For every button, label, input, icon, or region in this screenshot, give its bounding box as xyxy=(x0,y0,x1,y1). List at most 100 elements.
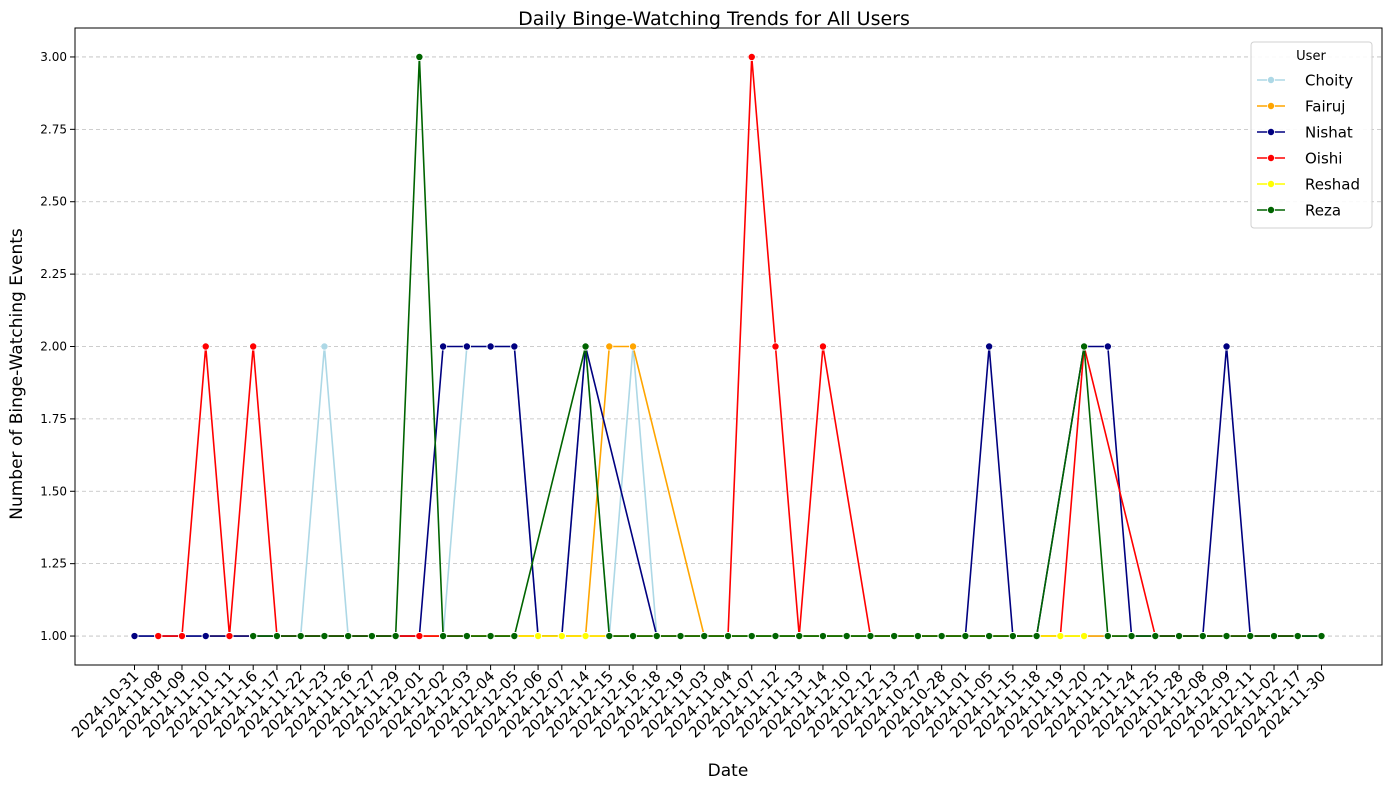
data-point-nishat xyxy=(462,342,471,351)
data-point-reza xyxy=(1032,632,1041,641)
data-point-reshad xyxy=(534,632,543,641)
legend-box xyxy=(1250,41,1373,229)
data-point-oishi xyxy=(225,632,234,641)
data-point-oishi xyxy=(415,632,424,641)
data-point-reza xyxy=(961,632,970,641)
chart-title: Daily Binge-Watching Trends for All User… xyxy=(518,8,910,30)
x-axis-label: Date xyxy=(708,761,749,781)
y-axis-label: Number of Binge-Watching Events xyxy=(7,228,27,520)
data-point-nishat xyxy=(985,342,994,351)
data-point-reza xyxy=(676,632,685,641)
data-point-oishi xyxy=(249,342,258,351)
data-point-oishi xyxy=(747,52,756,61)
legend-marker-reshad xyxy=(1267,179,1276,188)
data-point-reza xyxy=(724,632,733,641)
data-point-reza xyxy=(415,52,424,61)
data-point-reza xyxy=(510,632,519,641)
plot-frame xyxy=(74,27,1383,666)
data-point-nishat xyxy=(1103,342,1112,351)
legend-label-choity: Choity xyxy=(1305,72,1353,90)
data-point-reza xyxy=(1080,342,1089,351)
data-point-reza xyxy=(581,342,590,351)
legend-marker-nishat xyxy=(1267,127,1276,136)
legend-label-fairuj: Fairuj xyxy=(1305,98,1345,116)
data-point-reza xyxy=(391,632,400,641)
data-point-reza xyxy=(700,632,709,641)
data-point-reza xyxy=(1008,632,1017,641)
series-line-oishi xyxy=(158,56,1298,637)
data-point-nishat xyxy=(201,632,210,641)
y-tick-label: 2.00 xyxy=(40,340,67,354)
data-point-reza xyxy=(747,632,756,641)
y-tick-label: 1.00 xyxy=(40,629,67,643)
data-point-reza xyxy=(913,632,922,641)
data-point-reza xyxy=(818,632,827,641)
data-point-reza xyxy=(1103,632,1112,641)
legend-label-nishat: Nishat xyxy=(1305,124,1353,142)
data-point-reza xyxy=(1127,632,1136,641)
y-tick-label: 1.50 xyxy=(40,484,67,498)
y-tick-label: 1.25 xyxy=(40,557,67,571)
y-tick-label: 2.75 xyxy=(40,122,67,136)
data-point-reza xyxy=(795,632,804,641)
data-point-reza xyxy=(462,632,471,641)
data-point-reza xyxy=(486,632,495,641)
legend-title: User xyxy=(1296,49,1326,64)
data-point-nishat xyxy=(439,342,448,351)
series-points xyxy=(130,52,1326,641)
data-point-reza xyxy=(1317,632,1326,641)
data-point-reza xyxy=(367,632,376,641)
data-point-reza xyxy=(1151,632,1160,641)
data-point-reza xyxy=(842,632,851,641)
legend-label-reshad: Reshad xyxy=(1305,176,1360,194)
gridlines xyxy=(75,56,1382,637)
data-point-fairuj xyxy=(629,342,638,351)
data-point-nishat xyxy=(130,632,139,641)
legend-marker-choity xyxy=(1267,76,1276,85)
data-point-reza xyxy=(866,632,875,641)
data-point-reza xyxy=(1270,632,1279,641)
data-point-reza xyxy=(605,632,614,641)
data-point-reza xyxy=(344,632,353,641)
legend-marker-reza xyxy=(1267,205,1276,214)
data-point-reshad xyxy=(557,632,566,641)
y-tick-label: 2.50 xyxy=(40,195,67,209)
data-point-oishi xyxy=(177,632,186,641)
data-point-reshad xyxy=(581,632,590,641)
data-point-reza xyxy=(1175,632,1184,641)
data-point-nishat xyxy=(510,342,519,351)
data-point-reshad xyxy=(1056,632,1065,641)
data-point-reza xyxy=(629,632,638,641)
data-point-choity xyxy=(320,342,329,351)
data-point-reza xyxy=(439,632,448,641)
data-point-reza xyxy=(320,632,329,641)
legend-marker-fairuj xyxy=(1267,102,1276,111)
data-point-oishi xyxy=(818,342,827,351)
legend-marker-oishi xyxy=(1267,153,1276,162)
data-point-reza xyxy=(1246,632,1255,641)
data-point-oishi xyxy=(154,632,163,641)
data-point-reza xyxy=(1293,632,1302,641)
data-point-reza xyxy=(272,632,281,641)
y-tick-label: 2.25 xyxy=(40,267,67,281)
data-point-reza xyxy=(890,632,899,641)
data-point-reza xyxy=(771,632,780,641)
data-point-reza xyxy=(937,632,946,641)
legend: User Choity Fairuj Nishat Oishi Reshad Reza xyxy=(1250,41,1373,229)
data-point-fairuj xyxy=(605,342,614,351)
data-point-reza xyxy=(1222,632,1231,641)
x-axis-ticks: 2024-10-312024-11-082024-11-092024-11-10… xyxy=(68,665,1329,741)
legend-label-oishi: Oishi xyxy=(1305,150,1342,168)
data-point-nishat xyxy=(486,342,495,351)
data-point-reza xyxy=(296,632,305,641)
legend-label-reza: Reza xyxy=(1305,202,1341,220)
data-point-reza xyxy=(652,632,661,641)
y-tick-label: 3.00 xyxy=(40,50,67,64)
y-axis-ticks: 1.00 1.25 1.50 1.75 2.00 2.25 2.50 2.75 3.00 xyxy=(40,50,75,643)
y-tick-label: 1.75 xyxy=(40,412,67,426)
data-point-reza xyxy=(985,632,994,641)
data-point-oishi xyxy=(771,342,780,351)
data-point-reza xyxy=(1198,632,1207,641)
data-point-reza xyxy=(249,632,258,641)
